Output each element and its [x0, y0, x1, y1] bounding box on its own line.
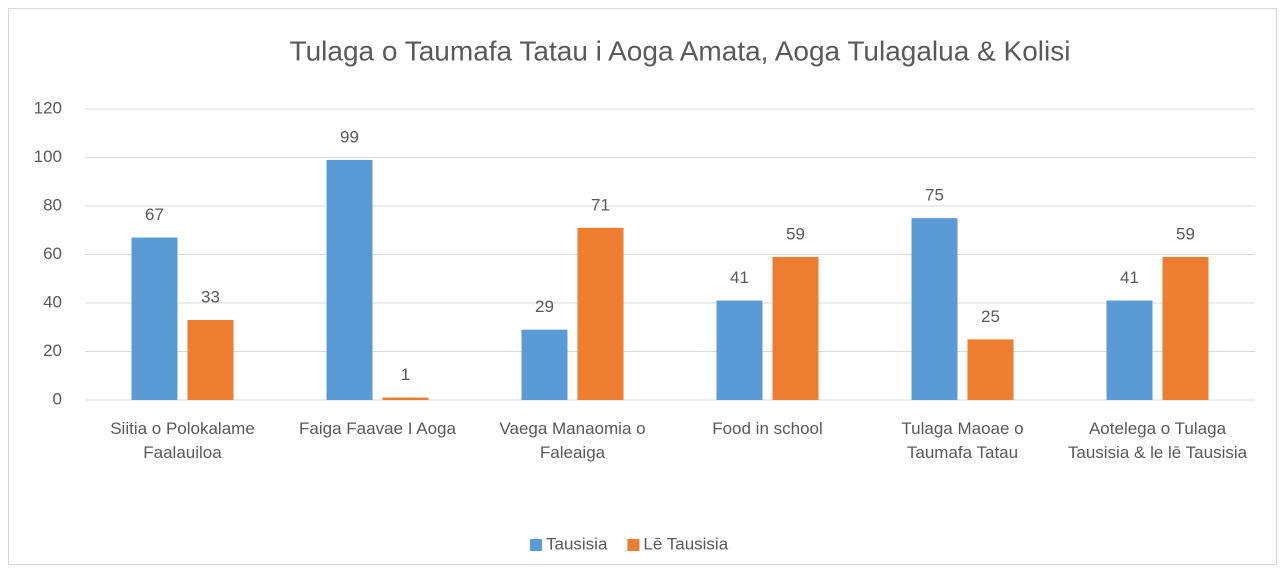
x-tick-label: Aotelega o Tulaga Tausisia & le lē Tausi… — [1067, 419, 1248, 462]
chart-title: Tulaga o Taumafa Tatau i Aoga Amata, Aog… — [290, 35, 1071, 66]
data-label: 71 — [591, 195, 610, 214]
legend-swatch — [627, 539, 640, 551]
data-label: 59 — [1176, 224, 1195, 243]
bar — [911, 218, 958, 400]
bar — [1106, 300, 1153, 400]
data-label: 33 — [201, 287, 220, 306]
y-tick-label: 60 — [43, 244, 62, 263]
data-label: 75 — [925, 186, 944, 205]
x-tick-label: Tulaga Maoae o Taumafa Tatau — [901, 419, 1024, 462]
y-tick-label: 80 — [43, 195, 62, 214]
bar — [326, 159, 373, 400]
bar — [187, 319, 234, 400]
legend-swatch — [530, 539, 542, 551]
legend-label: Tausisia — [546, 534, 608, 553]
data-label: 41 — [1120, 268, 1139, 287]
legend-label: Lē Tausisia — [643, 534, 728, 553]
bar — [1162, 256, 1209, 400]
data-label: 67 — [145, 205, 164, 224]
y-tick-label: 0 — [53, 389, 62, 408]
bar — [521, 329, 568, 400]
data-label: 59 — [786, 224, 805, 243]
bar — [772, 256, 819, 400]
y-tick-label: 120 — [34, 98, 62, 117]
chart-border — [8, 8, 1277, 565]
bar — [131, 237, 178, 400]
bar — [967, 339, 1014, 400]
bar — [382, 397, 429, 400]
data-label: 99 — [340, 127, 359, 146]
data-label: 1 — [401, 365, 410, 384]
y-tick-label: 100 — [34, 147, 62, 166]
bar — [577, 227, 624, 400]
x-tick-label: Faiga Faavae I Aoga — [299, 419, 456, 438]
data-label: 25 — [981, 307, 1000, 326]
x-tick-label: Siitia o Polokalame Faalauiloa — [110, 419, 255, 462]
x-tick-label: Vaega Manaomia o Faleaiga — [499, 419, 646, 462]
y-tick-label: 20 — [43, 341, 62, 360]
bar — [716, 300, 763, 400]
y-tick-label: 40 — [43, 292, 62, 311]
data-label: 29 — [535, 297, 554, 316]
data-label: 41 — [730, 268, 749, 287]
x-tick-label: Food in school — [712, 419, 823, 438]
